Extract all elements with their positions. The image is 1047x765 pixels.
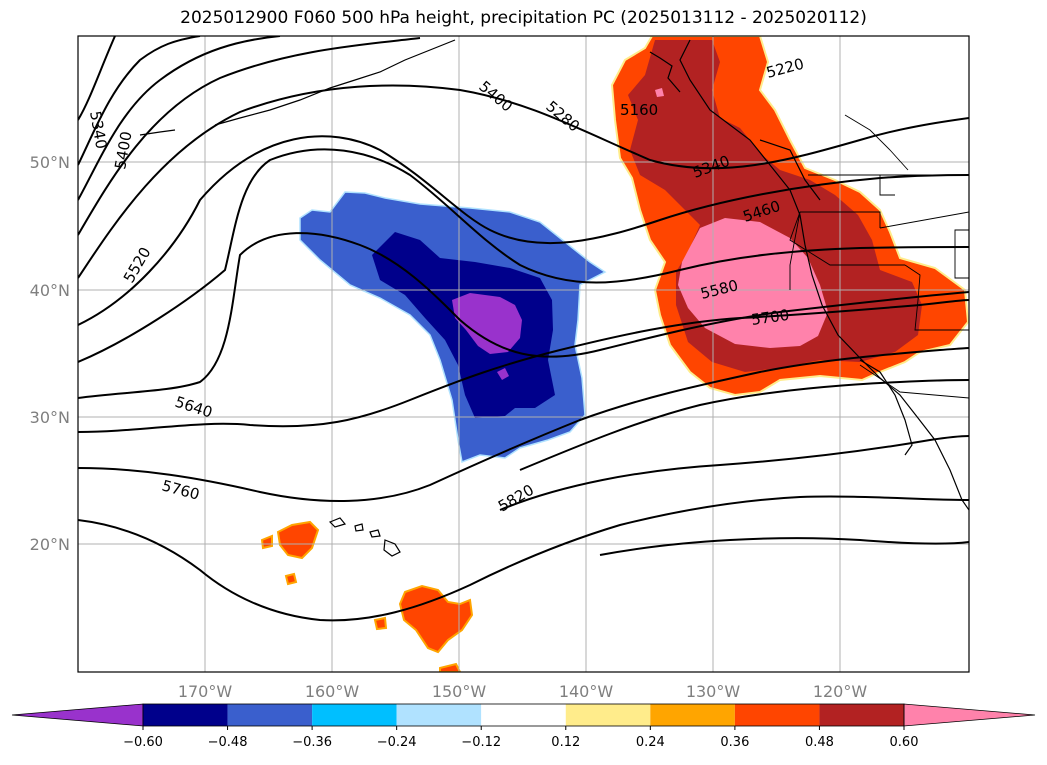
lon-label: 160°W xyxy=(305,682,360,701)
lat-label: 30°N xyxy=(30,408,70,427)
colorbar-tick-label: 0.60 xyxy=(890,735,919,750)
lat-label: 20°N xyxy=(30,535,70,554)
colorbar-tick-label: −0.12 xyxy=(461,735,501,750)
hawaii-precip-anomaly xyxy=(260,520,474,672)
colorbar-segment xyxy=(227,704,313,726)
colorbar-extend-low xyxy=(11,703,144,727)
contour-label: 5160 xyxy=(620,101,658,119)
neg-anomaly-max xyxy=(452,293,522,354)
lon-label: 120°W xyxy=(813,682,868,701)
lon-label: 140°W xyxy=(559,682,614,701)
coastlines xyxy=(139,39,969,511)
hawaiian-islands xyxy=(328,517,401,557)
lat-label: 50°N xyxy=(30,153,70,172)
colorbar-tick-label: 0.48 xyxy=(805,735,834,750)
colorbar-tick-label: 0.12 xyxy=(551,735,580,750)
map-title: 2025012900 F060 500 hPa height, precipit… xyxy=(180,8,867,28)
colorbar-segment xyxy=(734,704,820,726)
lon-label: 130°W xyxy=(686,682,741,701)
positive-precip-anomaly xyxy=(610,36,969,397)
colorbar-segment xyxy=(565,704,651,726)
lat-label: 40°N xyxy=(30,281,70,300)
colorbar-tick-label: 0.36 xyxy=(720,735,749,750)
negative-precip-anomaly xyxy=(299,191,607,464)
lon-label: 170°W xyxy=(178,682,233,701)
colorbar-tick-label: 0.24 xyxy=(636,735,665,750)
colorbar: −0.60 −0.48 −0.36 −0.24 −0.12 0.12 0.24 0.36 0.4… xyxy=(11,703,1036,750)
map-frame xyxy=(77,35,970,673)
colorbar-tick-label: −0.36 xyxy=(292,735,332,750)
map-plot-area xyxy=(78,36,969,672)
colorbar-tick-label: −0.48 xyxy=(208,735,248,750)
colorbar-segment xyxy=(143,704,228,726)
colorbar-extend-high xyxy=(903,703,1036,727)
colorbar-tick-label: −0.60 xyxy=(123,735,163,750)
latitude-labels: 50°N 40°N 30°N 20°N xyxy=(30,153,70,554)
lon-label: 150°W xyxy=(432,682,487,701)
colorbar-segment xyxy=(396,704,482,726)
contour-label: 5700 xyxy=(750,306,790,329)
longitude-labels: 170°W 160°W 150°W 140°W 130°W 120°W xyxy=(178,682,868,701)
colorbar-segment xyxy=(481,704,566,726)
colorbar-segment xyxy=(650,704,735,726)
colorbar-segment xyxy=(312,704,397,726)
height-contours xyxy=(78,36,969,622)
map-gridlines xyxy=(78,36,969,672)
colorbar-segment xyxy=(819,704,904,726)
colorbar-tick-label: −0.24 xyxy=(377,735,417,750)
colorbar-frame xyxy=(142,703,905,727)
